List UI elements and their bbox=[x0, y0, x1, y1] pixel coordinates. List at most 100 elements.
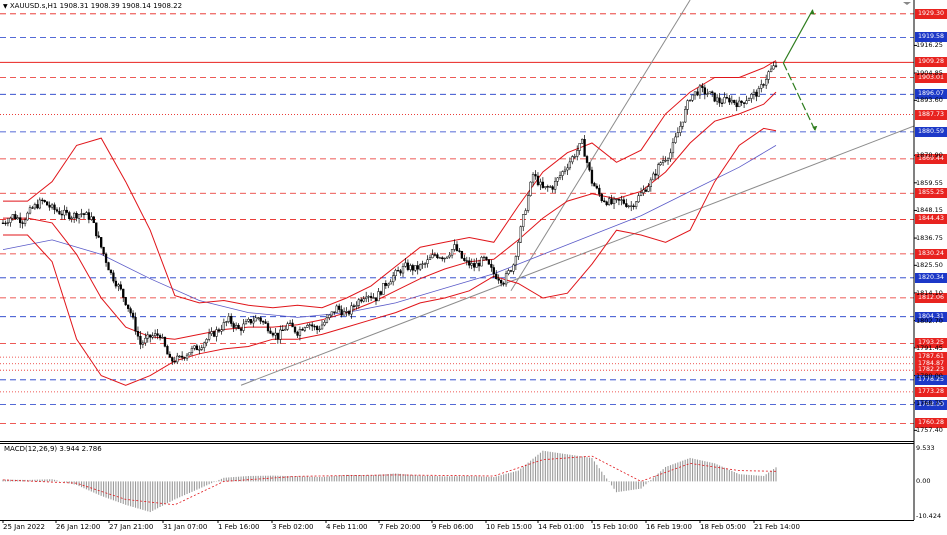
candle bbox=[41, 197, 44, 205]
candle-body bbox=[107, 262, 110, 271]
candle-body bbox=[561, 171, 564, 176]
candle bbox=[53, 202, 56, 215]
candle-body bbox=[742, 102, 746, 104]
candle bbox=[762, 83, 765, 88]
candle-body bbox=[558, 175, 562, 179]
candle bbox=[360, 297, 363, 304]
candle bbox=[487, 258, 491, 265]
candle bbox=[404, 258, 407, 268]
candle bbox=[703, 84, 706, 100]
candle-body bbox=[711, 91, 714, 94]
candle bbox=[200, 344, 203, 351]
candle bbox=[688, 99, 692, 102]
candle-body bbox=[38, 199, 41, 209]
candle-body bbox=[43, 200, 46, 202]
candle bbox=[195, 343, 199, 351]
candle bbox=[600, 192, 603, 203]
candle bbox=[406, 259, 410, 272]
candle-body bbox=[544, 186, 547, 188]
candle bbox=[244, 318, 248, 325]
candle bbox=[237, 323, 240, 330]
candle bbox=[308, 323, 311, 330]
candle bbox=[296, 330, 299, 339]
level-label: 1787.61 bbox=[915, 352, 947, 363]
candle-body bbox=[441, 257, 444, 260]
candle bbox=[369, 292, 373, 302]
candle-body bbox=[421, 263, 424, 265]
bollinger-lower bbox=[3, 127, 777, 386]
candle-body bbox=[205, 339, 208, 344]
candle-body bbox=[75, 212, 78, 219]
dropdown-triangle-icon[interactable]: ▼ bbox=[3, 3, 8, 10]
candle bbox=[146, 331, 149, 343]
candle bbox=[666, 157, 670, 165]
candle-body bbox=[733, 99, 736, 104]
candle bbox=[313, 324, 316, 331]
candle bbox=[414, 265, 417, 272]
candle bbox=[9, 216, 12, 227]
candle bbox=[615, 198, 618, 203]
candle-body bbox=[1, 222, 5, 224]
level-label: 1880.59 bbox=[915, 126, 947, 137]
candle-body bbox=[774, 65, 778, 67]
trendline bbox=[240, 125, 915, 386]
candle bbox=[436, 252, 439, 260]
candle-body bbox=[411, 265, 414, 271]
level-label: 1844.43 bbox=[915, 214, 947, 225]
candle-body bbox=[286, 323, 289, 330]
candle-body bbox=[426, 259, 429, 264]
candle-body bbox=[104, 253, 108, 263]
candle-body bbox=[11, 214, 14, 219]
candle-body bbox=[242, 323, 245, 331]
candle bbox=[728, 94, 731, 105]
candle bbox=[536, 172, 540, 187]
candle-body bbox=[345, 311, 348, 313]
candle bbox=[21, 220, 24, 229]
candle bbox=[68, 210, 71, 221]
candle-body bbox=[568, 161, 572, 169]
candle-body bbox=[696, 91, 699, 96]
candle bbox=[357, 297, 360, 309]
candle-body bbox=[387, 283, 390, 286]
candle-body bbox=[703, 87, 706, 95]
candle bbox=[188, 352, 191, 356]
candle bbox=[620, 195, 623, 206]
candle bbox=[649, 177, 652, 192]
candle bbox=[374, 297, 378, 305]
candle bbox=[590, 166, 594, 187]
candle-body bbox=[308, 324, 311, 326]
candle bbox=[382, 283, 385, 295]
candle bbox=[50, 203, 54, 210]
candle-body bbox=[77, 214, 81, 219]
candle-body bbox=[374, 297, 378, 302]
candle bbox=[232, 321, 235, 333]
level-label: 1773.28 bbox=[915, 386, 947, 397]
level-label: 1812.06 bbox=[915, 292, 947, 303]
time-tick: 3 Feb 02:00 bbox=[272, 523, 314, 531]
candle bbox=[210, 327, 213, 337]
candle bbox=[136, 326, 140, 340]
candle bbox=[338, 303, 341, 313]
candle-body bbox=[551, 186, 554, 190]
candle-body bbox=[127, 304, 130, 309]
candle bbox=[531, 172, 535, 187]
candle bbox=[738, 96, 741, 108]
level-label: 1784.87 bbox=[915, 358, 947, 369]
candle bbox=[384, 280, 387, 289]
candle-body bbox=[502, 282, 505, 285]
candle-body bbox=[519, 226, 522, 243]
candle-body bbox=[82, 213, 86, 215]
candle-body bbox=[109, 269, 113, 274]
candle-body bbox=[122, 288, 125, 298]
candle bbox=[163, 336, 167, 348]
candle-body bbox=[509, 270, 513, 272]
candle bbox=[769, 65, 773, 73]
candle bbox=[156, 328, 159, 340]
candle-body bbox=[463, 257, 466, 261]
candle-body bbox=[644, 189, 648, 192]
candle-body bbox=[271, 333, 275, 336]
candle bbox=[752, 89, 756, 100]
candle bbox=[480, 255, 483, 267]
candle-body bbox=[306, 325, 309, 328]
